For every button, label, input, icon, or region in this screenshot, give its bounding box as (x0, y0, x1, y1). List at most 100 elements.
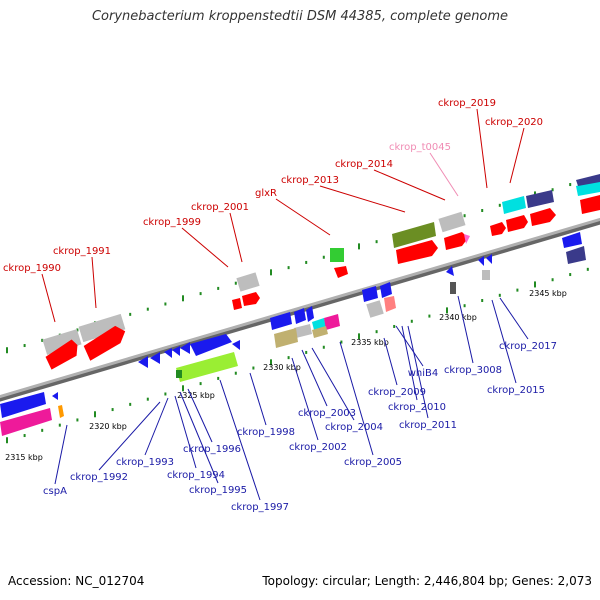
tick-mark (94, 411, 96, 418)
gene-blue-small (486, 254, 492, 264)
gene-label: ckrop_2003 (298, 408, 356, 419)
gene-red-small (384, 296, 396, 312)
gene-label: ckrop_2005 (344, 457, 402, 468)
gene-label: ckrop_2020 (485, 117, 543, 128)
scale-label: 2325 kbp (177, 391, 215, 400)
gene-label: ckrop_1998 (237, 427, 295, 438)
tick-mark (41, 338, 44, 342)
gene-label: ckrop_2010 (388, 402, 446, 413)
tick-mark (410, 319, 413, 323)
tick-mark (146, 307, 149, 311)
gene-label: ckrop_1992 (70, 472, 128, 483)
gene-label: ckrop_1996 (183, 444, 241, 455)
leader-line (509, 127, 525, 184)
gene-cyan (502, 196, 526, 214)
gene-label: ckrop_2019 (438, 98, 496, 109)
tick-mark (129, 402, 132, 406)
backbone (0, 217, 600, 399)
scale-label: 2315 kbp (5, 453, 43, 462)
gene-blue-small (270, 312, 292, 330)
gene-label: ckrop_t0045 (389, 142, 451, 153)
gene-blue-small (562, 232, 582, 248)
tick-mark (569, 273, 572, 277)
tick-mark (199, 382, 202, 386)
tick-mark (375, 240, 378, 244)
leader-line (54, 424, 68, 485)
scale-label: 2330 kbp (263, 363, 301, 372)
leader-line (174, 395, 197, 469)
gene-red-arrow (580, 195, 600, 214)
gene-label: ckrop_2013 (281, 175, 339, 186)
leader-line (291, 357, 319, 441)
gene-magenta (324, 314, 340, 330)
gene-blue-small (446, 266, 454, 276)
tick-mark (270, 269, 272, 276)
leader-line (187, 388, 213, 443)
gene-label: ckrop_2017 (499, 341, 557, 352)
gene-magenta (0, 408, 52, 436)
tick-mark (358, 243, 360, 250)
gene-red-arrow (506, 215, 528, 232)
gene-red-arrow (83, 325, 126, 361)
tick-mark (551, 278, 554, 282)
gene-pink (464, 234, 470, 244)
tick-mark (463, 214, 466, 218)
leader-line (311, 347, 355, 421)
tick-mark (305, 260, 308, 264)
gene-label: whiB4 (408, 368, 439, 379)
tick-mark (481, 299, 484, 303)
gene-red-arrow (45, 339, 78, 370)
tick-mark (322, 255, 325, 259)
tick-mark (23, 344, 26, 348)
gene-blue-small (362, 286, 378, 302)
gene-gray (294, 324, 312, 338)
gene-green-dark (176, 370, 182, 378)
gene-khaki (312, 326, 328, 338)
tick-mark (463, 304, 466, 308)
tick-mark (340, 340, 343, 344)
gene-green (330, 248, 344, 262)
gene-blue-small (52, 392, 58, 400)
tick-mark (305, 350, 308, 354)
tick-mark (446, 307, 448, 314)
tick-mark (534, 281, 536, 288)
gene-orange (58, 405, 64, 418)
gene-gray (42, 329, 82, 355)
tick-mark (41, 428, 44, 432)
leader-line (181, 227, 229, 268)
gene-label: ckrop_2004 (325, 422, 383, 433)
gene-khaki (274, 328, 298, 348)
leader-line (491, 299, 517, 384)
gene-label: ckrop_3008 (444, 365, 502, 376)
gene-gray (482, 270, 490, 280)
tick-mark (199, 292, 202, 296)
gene-navy (576, 174, 600, 186)
gene-blue-small (232, 340, 240, 350)
gene-red-arrow (530, 208, 556, 226)
leader-line (429, 152, 459, 197)
gene-red-arrow (444, 232, 468, 250)
tick-mark (498, 293, 501, 297)
leader-line (395, 325, 424, 367)
tick-mark (76, 418, 79, 422)
gene-gray (78, 313, 126, 343)
leader-line (301, 349, 328, 407)
accession-text: Accession: NC_012704 (8, 574, 145, 588)
gene-blue-small (478, 256, 484, 266)
gene-label: ckrop_2011 (399, 420, 457, 431)
map-title: Corynebacterium kroppenstedtii DSM 44385… (91, 9, 509, 24)
forward-gray-genes (42, 211, 466, 355)
leader-line (275, 198, 331, 236)
summary-text: Topology: circular; Length: 2,446,804 bp… (262, 574, 592, 588)
gene-olive (392, 222, 436, 248)
forward-red-genes (45, 195, 600, 370)
gene-label: ckrop_1995 (189, 485, 247, 496)
tick-mark (164, 392, 167, 396)
gene-gray (438, 211, 466, 233)
gene-red-arrow (334, 266, 348, 278)
gene-gray (366, 300, 384, 318)
gene-blue-large (190, 334, 232, 356)
gene-label: cspA (43, 486, 67, 497)
gene-red-arrow (232, 298, 242, 310)
